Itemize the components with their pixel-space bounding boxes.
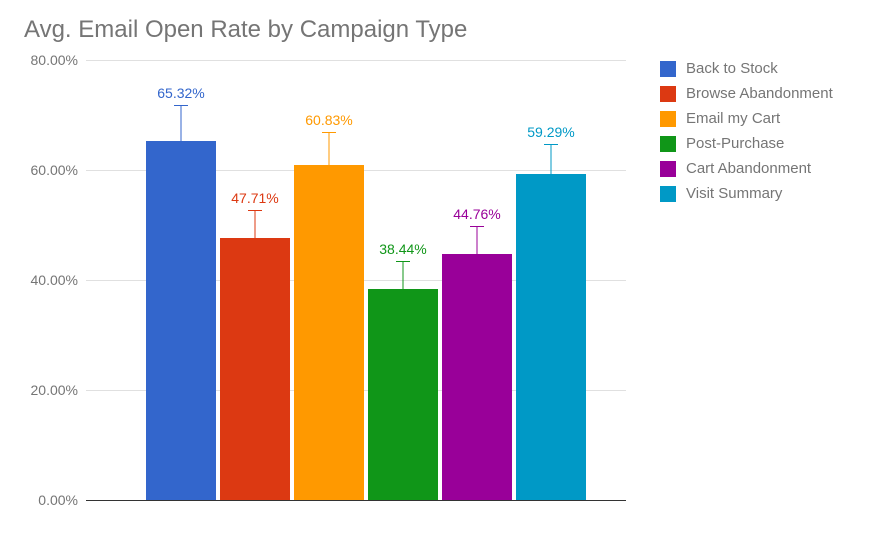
y-tick-label: 40.00% — [0, 272, 78, 288]
error-cap — [174, 176, 188, 177]
error-cap — [544, 144, 558, 145]
legend-label: Visit Summary — [686, 185, 782, 202]
bar — [146, 141, 216, 500]
bar-value-label: 47.71% — [231, 190, 278, 206]
chart-container: Avg. Email Open Rate by Campaign Type 0.… — [0, 0, 896, 534]
legend-item: Visit Summary — [660, 185, 833, 202]
error-bar — [551, 144, 552, 205]
error-cap — [322, 132, 336, 133]
bar — [220, 238, 290, 500]
baseline — [86, 500, 626, 501]
bar — [368, 289, 438, 500]
legend-label: Cart Abandonment — [686, 160, 811, 177]
error-bar — [329, 132, 330, 198]
legend-swatch — [660, 61, 676, 77]
legend-swatch — [660, 136, 676, 152]
bar — [294, 165, 364, 500]
y-tick-label: 20.00% — [0, 382, 78, 398]
error-cap — [544, 204, 558, 205]
error-cap — [248, 210, 262, 211]
y-tick-label: 0.00% — [0, 492, 78, 508]
bar — [442, 254, 512, 500]
error-cap — [248, 265, 262, 266]
legend-label: Post-Purchase — [686, 135, 784, 152]
y-tick-label: 60.00% — [0, 162, 78, 178]
legend-item: Cart Abandonment — [660, 160, 833, 177]
legend-label: Back to Stock — [686, 60, 778, 77]
bar-value-label: 60.83% — [305, 112, 352, 128]
legend-item: Email my Cart — [660, 110, 833, 127]
bar-value-label: 59.29% — [527, 124, 574, 140]
legend-label: Email my Cart — [686, 110, 780, 127]
error-bar — [477, 226, 478, 281]
legend-swatch — [660, 161, 676, 177]
bar-value-label: 38.44% — [379, 241, 426, 257]
error-cap — [396, 261, 410, 262]
legend-label: Browse Abandonment — [686, 85, 833, 102]
error-cap — [396, 316, 410, 317]
error-cap — [470, 281, 484, 282]
error-cap — [322, 198, 336, 199]
error-bar — [255, 210, 256, 265]
legend: Back to Stock Browse Abandonment Email my … — [660, 60, 833, 210]
legend-swatch — [660, 111, 676, 127]
error-bar — [181, 105, 182, 177]
legend-item: Browse Abandonment — [660, 85, 833, 102]
bar-value-label: 65.32% — [157, 85, 204, 101]
bar — [516, 174, 586, 500]
gridline — [86, 60, 626, 61]
y-tick-label: 80.00% — [0, 52, 78, 68]
legend-item: Back to Stock — [660, 60, 833, 77]
error-cap — [174, 105, 188, 106]
plot-area: 65.32% 47.71% 60.83% 38.44% 44.76% 59.29% — [86, 60, 626, 500]
bar-value-label: 44.76% — [453, 206, 500, 222]
legend-swatch — [660, 86, 676, 102]
legend-swatch — [660, 186, 676, 202]
error-bar — [403, 261, 404, 316]
error-cap — [470, 226, 484, 227]
legend-item: Post-Purchase — [660, 135, 833, 152]
chart-title: Avg. Email Open Rate by Campaign Type — [24, 16, 467, 44]
